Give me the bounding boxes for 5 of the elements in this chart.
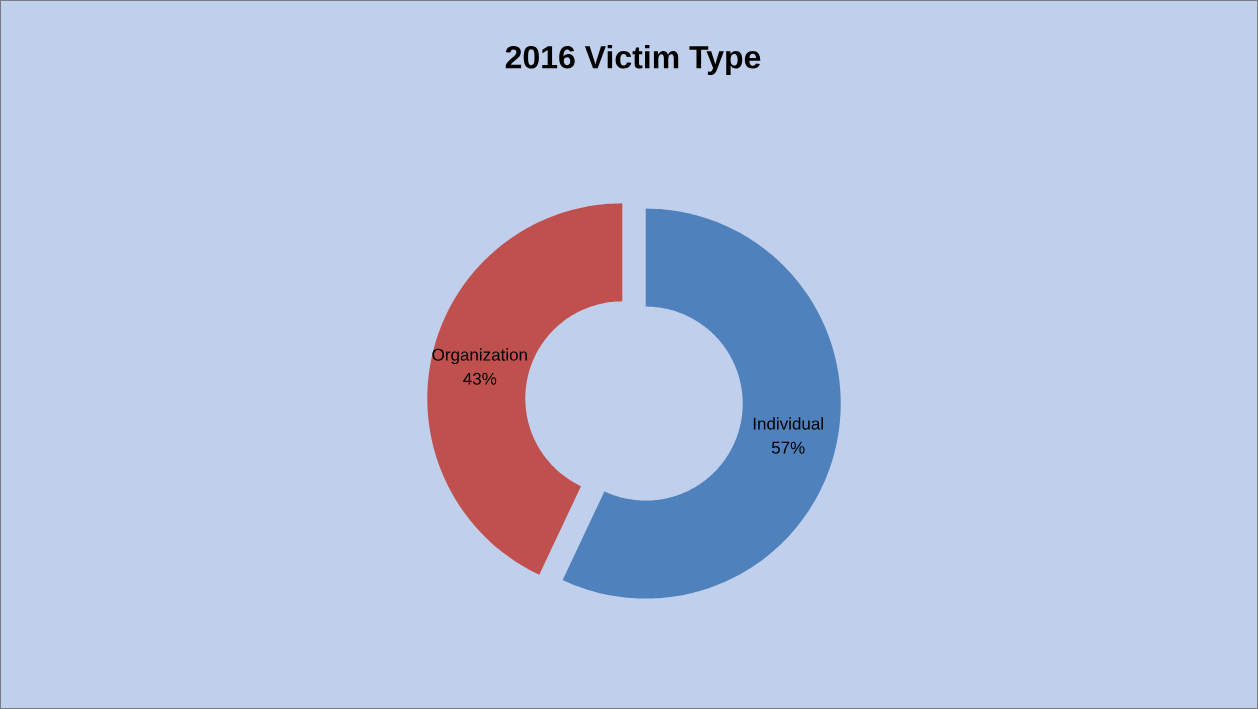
slice-label: Organization xyxy=(432,348,527,365)
slice-label: Individual xyxy=(753,417,823,430)
chart-title: 2016 Victim Type xyxy=(505,45,761,75)
data-label: 43% xyxy=(463,372,497,385)
data-label: 57% xyxy=(771,441,805,454)
